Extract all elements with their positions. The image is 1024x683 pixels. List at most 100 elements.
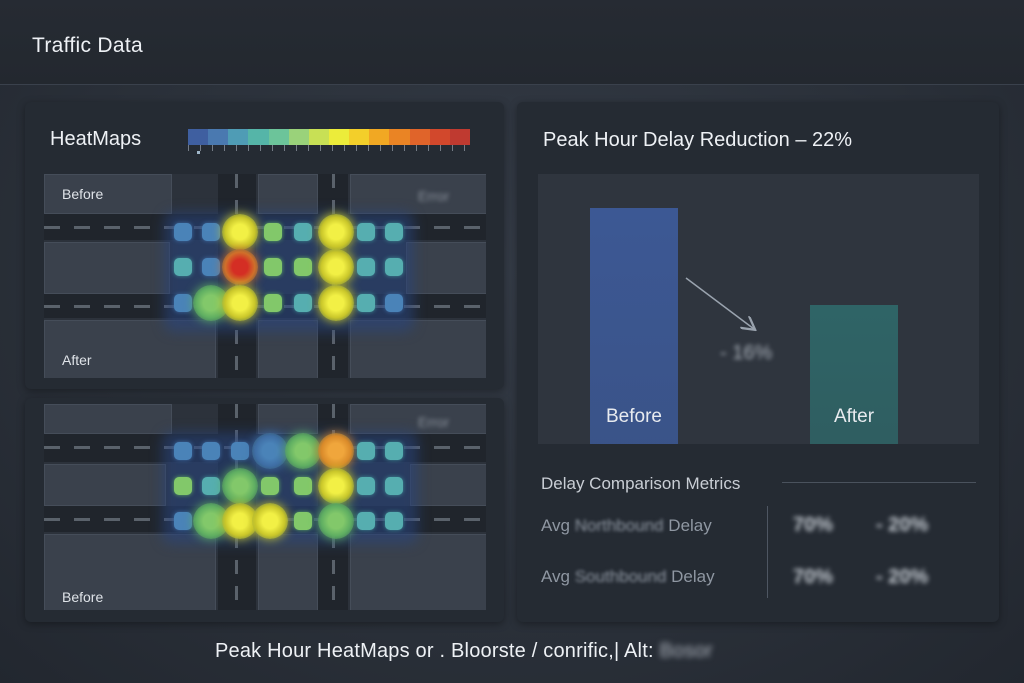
metrics-rule [782, 482, 976, 483]
heat-cell [285, 433, 321, 469]
map-corner-text: Error [418, 188, 450, 204]
city-block [44, 464, 166, 506]
legend-swatch [268, 129, 289, 145]
heat-cell [385, 512, 403, 530]
legend-marker [197, 151, 200, 154]
legend-ticks [188, 145, 470, 151]
city-block [258, 534, 318, 610]
heat-cell [357, 294, 375, 312]
metric-value-northbound-a: 70% [793, 514, 834, 536]
heatmap-title: HeatMaps [50, 128, 142, 150]
legend-swatch [288, 129, 309, 145]
heat-cell [318, 468, 354, 504]
city-block [410, 464, 486, 506]
map-corner-text-bottom: Error [418, 414, 450, 430]
delay-chart: Before After - 16% [538, 174, 979, 444]
change-label: - 16% [720, 342, 773, 364]
title-bar: Traffic Data [0, 0, 1024, 85]
heat-cell [357, 223, 375, 241]
metric-value-northbound-b: - 20% [876, 514, 929, 536]
heat-cell [318, 214, 354, 250]
metrics-title: Delay Comparison Metrics [541, 474, 741, 493]
metric-divider [767, 506, 768, 598]
legend-swatch [208, 129, 229, 145]
heat-cell [294, 258, 312, 276]
heat-cell [357, 512, 375, 530]
bar-after [810, 304, 898, 444]
bar-before [590, 208, 678, 444]
heat-cell [202, 442, 220, 460]
metric-direction: Northbound [574, 516, 664, 535]
city-block [258, 174, 318, 214]
heat-cell [264, 223, 282, 241]
heat-cell [174, 294, 192, 312]
delay-title: Peak Hour Delay Reduction – 22% [543, 129, 853, 151]
heat-cell [174, 512, 192, 530]
bar-label-after: After [833, 406, 875, 427]
metric-value-southbound-a: 70% [793, 566, 834, 588]
heat-cell [294, 223, 312, 241]
change-arrow [685, 277, 754, 329]
metric-suffix: Delay [666, 567, 715, 586]
legend-swatch [409, 129, 430, 145]
heat-cell [294, 512, 312, 530]
metric-direction: Southbound [574, 567, 667, 586]
heat-cell [357, 477, 375, 495]
metric-suffix: Delay [663, 516, 712, 535]
heat-cell [252, 433, 288, 469]
heat-cell [385, 477, 403, 495]
heat-cell [174, 258, 192, 276]
legend-swatch [369, 129, 390, 145]
heat-cell [318, 503, 354, 539]
legend-swatch [248, 129, 269, 145]
heat-cell [318, 285, 354, 321]
heat-cell [222, 468, 258, 504]
city-block [406, 242, 486, 294]
heat-cell [252, 503, 288, 539]
heatmap-map-top[interactable]: Before After Error [44, 174, 486, 378]
heat-cell [264, 294, 282, 312]
legend-swatch [328, 129, 350, 145]
city-block [258, 404, 318, 434]
heat-cell [385, 258, 403, 276]
metric-label-southbound: Avg Southbound Delay [541, 567, 715, 587]
delay-chart-svg [685, 277, 979, 444]
map-label-after: After [62, 352, 92, 368]
metric-prefix: Avg [541, 567, 575, 586]
heat-cell [202, 477, 220, 495]
city-block [44, 404, 172, 434]
legend-swatch [228, 129, 249, 145]
city-block [350, 174, 486, 214]
heat-cell [318, 433, 354, 469]
city-block [350, 534, 486, 610]
heat-cell [222, 214, 258, 250]
legend-swatch [349, 129, 370, 145]
city-block [350, 404, 486, 434]
caption-text: Peak Hour HeatMaps or . Bloorste / conri… [215, 640, 660, 662]
heat-cell [385, 442, 403, 460]
heat-cell [318, 249, 354, 285]
heat-cell [385, 223, 403, 241]
heatmap-color-legend [188, 129, 470, 145]
caption-blurred: Bosor [659, 640, 713, 662]
bar-label-before: Before [606, 406, 662, 427]
heatmap-map-bottom[interactable]: Before Error [44, 404, 486, 610]
map-label-before: Before [62, 186, 104, 202]
heat-cell [261, 477, 279, 495]
metric-value-southbound-b: - 20% [876, 566, 929, 588]
heat-cell [357, 258, 375, 276]
legend-swatch [389, 129, 410, 145]
city-block [44, 242, 170, 294]
heat-cell [202, 223, 220, 241]
heat-cell [264, 258, 282, 276]
heat-cell [222, 249, 258, 285]
heat-cell [174, 223, 192, 241]
app-title: Traffic Data [32, 34, 143, 57]
heat-cell [202, 258, 220, 276]
heat-cell [357, 442, 375, 460]
caption: Peak Hour HeatMaps or . Bloorste / conri… [215, 640, 713, 663]
city-block [44, 174, 172, 214]
metric-prefix: Avg [541, 516, 575, 535]
legend-swatch [308, 129, 329, 145]
